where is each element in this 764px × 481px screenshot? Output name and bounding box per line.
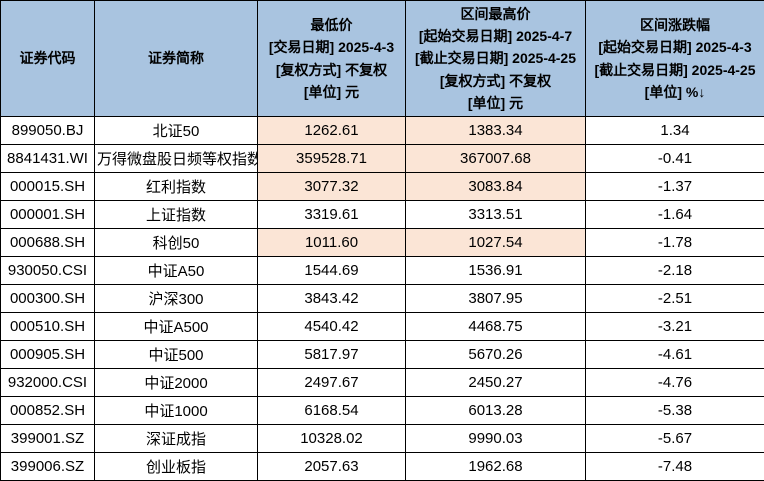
cell-code[interactable]: 000510.SH (0, 312, 95, 341)
table-row: 000300.SH 沪深300 3843.42 3807.95 -2.51 (0, 284, 764, 313)
column-header-high[interactable]: 区间最高价 [起始交易日期] 2025-4-7 [截止交易日期] 2025-4-… (405, 0, 586, 117)
cell-low[interactable]: 5817.97 (257, 340, 406, 369)
cell-low[interactable]: 3843.42 (257, 284, 406, 313)
cell-high[interactable]: 9990.03 (405, 424, 586, 453)
table-row: 932000.CSI 中证2000 2497.67 2450.27 -4.76 (0, 368, 764, 397)
column-header-change[interactable]: 区间涨跌幅 [起始交易日期] 2025-4-3 [截止交易日期] 2025-4-… (585, 0, 764, 117)
table-row: 000510.SH 中证A500 4540.42 4468.75 -3.21 (0, 312, 764, 341)
column-header-code[interactable]: 证券代码 (0, 0, 95, 117)
column-header-low[interactable]: 最低价 [交易日期] 2025-4-3 [复权方式] 不复权 [单位] 元 (257, 0, 406, 117)
cell-code[interactable]: 399006.SZ (0, 452, 95, 481)
cell-name[interactable]: 万得微盘股日频等权指数 (94, 144, 258, 173)
cell-change[interactable]: -4.61 (585, 340, 764, 369)
cell-low[interactable]: 1262.61 (257, 116, 406, 145)
cell-change[interactable]: -0.41 (585, 144, 764, 173)
cell-change[interactable]: 1.34 (585, 116, 764, 145)
cell-high[interactable]: 5670.26 (405, 340, 586, 369)
cell-name[interactable]: 中证500 (94, 340, 258, 369)
table-row: 899050.BJ 北证50 1262.61 1383.34 1.34 (0, 116, 764, 145)
cell-code[interactable]: 000001.SH (0, 200, 95, 229)
cell-high[interactable]: 367007.68 (405, 144, 586, 173)
cell-low[interactable]: 3077.32 (257, 172, 406, 201)
cell-high[interactable]: 3083.84 (405, 172, 586, 201)
cell-low[interactable]: 2057.63 (257, 452, 406, 481)
table-header: 证券代码 证券简称 最低价 [交易日期] 2025-4-3 [复权方式] 不复权… (0, 0, 764, 117)
cell-change[interactable]: -1.37 (585, 172, 764, 201)
table-row: 399001.SZ 深证成指 10328.02 9990.03 -5.67 (0, 424, 764, 453)
cell-high[interactable]: 6013.28 (405, 396, 586, 425)
table-row: 000001.SH 上证指数 3319.61 3313.51 -1.64 (0, 200, 764, 229)
cell-low[interactable]: 6168.54 (257, 396, 406, 425)
table-row: 000905.SH 中证500 5817.97 5670.26 -4.61 (0, 340, 764, 369)
cell-change[interactable]: -4.76 (585, 368, 764, 397)
cell-high[interactable]: 3807.95 (405, 284, 586, 313)
cell-name[interactable]: 中证A500 (94, 312, 258, 341)
cell-name[interactable]: 中证A50 (94, 256, 258, 285)
cell-code[interactable]: 000015.SH (0, 172, 95, 201)
cell-change[interactable]: -7.48 (585, 452, 764, 481)
cell-low[interactable]: 4540.42 (257, 312, 406, 341)
cell-high[interactable]: 4468.75 (405, 312, 586, 341)
cell-name[interactable]: 科创50 (94, 228, 258, 257)
cell-code[interactable]: 000300.SH (0, 284, 95, 313)
cell-name[interactable]: 沪深300 (94, 284, 258, 313)
table-row: 000852.SH 中证1000 6168.54 6013.28 -5.38 (0, 396, 764, 425)
cell-change[interactable]: -2.51 (585, 284, 764, 313)
cell-high[interactable]: 2450.27 (405, 368, 586, 397)
cell-low[interactable]: 1544.69 (257, 256, 406, 285)
cell-name[interactable]: 中证2000 (94, 368, 258, 397)
table-row: 000015.SH 红利指数 3077.32 3083.84 -1.37 (0, 172, 764, 201)
cell-change[interactable]: -1.78 (585, 228, 764, 257)
cell-low[interactable]: 1011.60 (257, 228, 406, 257)
cell-code[interactable]: 930050.CSI (0, 256, 95, 285)
cell-name[interactable]: 红利指数 (94, 172, 258, 201)
column-header-name[interactable]: 证券简称 (94, 0, 258, 117)
cell-code[interactable]: 000852.SH (0, 396, 95, 425)
cell-change[interactable]: -3.21 (585, 312, 764, 341)
cell-code[interactable]: 399001.SZ (0, 424, 95, 453)
cell-change[interactable]: -5.38 (585, 396, 764, 425)
cell-name[interactable]: 上证指数 (94, 200, 258, 229)
table-body: 899050.BJ 北证50 1262.61 1383.34 1.34 8841431.W… (0, 116, 764, 481)
cell-low[interactable]: 10328.02 (257, 424, 406, 453)
cell-name[interactable]: 创业板指 (94, 452, 258, 481)
cell-high[interactable]: 1383.34 (405, 116, 586, 145)
cell-name[interactable]: 中证1000 (94, 396, 258, 425)
cell-high[interactable]: 1962.68 (405, 452, 586, 481)
cell-change[interactable]: -5.67 (585, 424, 764, 453)
cell-change[interactable]: -1.64 (585, 200, 764, 229)
table-row: 8841431.WI 万得微盘股日频等权指数 359528.71 367007.68-… (0, 144, 764, 173)
cell-code[interactable]: 000688.SH (0, 228, 95, 257)
cell-code[interactable]: 000905.SH (0, 340, 95, 369)
table-row: 930050.CSI 中证A50 1544.69 1536.91 -2.18 (0, 256, 764, 285)
cell-change[interactable]: -2.18 (585, 256, 764, 285)
cell-high[interactable]: 1027.54 (405, 228, 586, 257)
cell-code[interactable]: 899050.BJ (0, 116, 95, 145)
cell-high[interactable]: 1536.91 (405, 256, 586, 285)
cell-name[interactable]: 北证50 (94, 116, 258, 145)
cell-low[interactable]: 3319.61 (257, 200, 406, 229)
table-row: 000688.SH 科创50 1011.60 1027.54 -1.78 (0, 228, 764, 257)
cell-code[interactable]: 8841431.WI (0, 144, 95, 173)
cell-low[interactable]: 2497.67 (257, 368, 406, 397)
header-row: 证券代码 证券简称 最低价 [交易日期] 2025-4-3 [复权方式] 不复权… (0, 0, 764, 117)
cell-low[interactable]: 359528.71 (257, 144, 406, 173)
table-row: 399006.SZ 创业板指 2057.63 1962.68 -7.48 (0, 452, 764, 481)
cell-name[interactable]: 深证成指 (94, 424, 258, 453)
cell-code[interactable]: 932000.CSI (0, 368, 95, 397)
cell-high[interactable]: 3313.51 (405, 200, 586, 229)
